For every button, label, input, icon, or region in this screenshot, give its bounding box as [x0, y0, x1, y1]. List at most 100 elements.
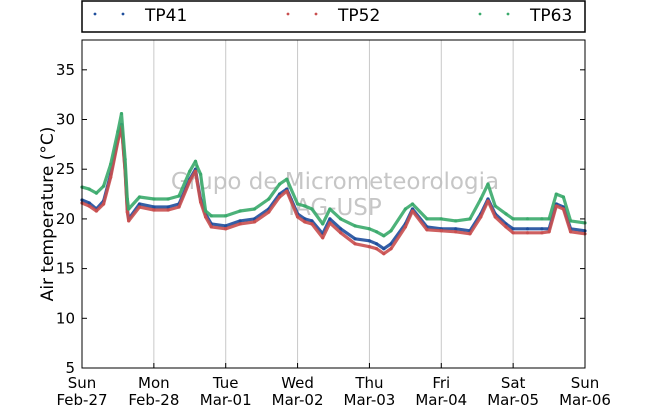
legend-marker	[506, 12, 510, 16]
data-point	[540, 227, 544, 231]
data-point	[296, 202, 300, 206]
x-tick-label-day: Mon	[138, 374, 170, 392]
data-point	[382, 252, 386, 256]
data-point	[468, 217, 472, 221]
y-tick-label: 35	[56, 61, 75, 79]
data-point	[152, 205, 156, 209]
legend-marker	[286, 12, 290, 16]
data-point	[116, 129, 120, 133]
y-tick-label: 10	[56, 309, 75, 327]
legend-box	[81, 0, 586, 33]
data-point	[278, 195, 282, 199]
data-point	[137, 202, 142, 206]
data-point	[209, 214, 213, 218]
x-tick-label-date: Mar-02	[272, 391, 324, 409]
data-point	[511, 231, 515, 235]
data-point	[303, 220, 307, 224]
data-point	[224, 227, 228, 231]
data-point	[188, 179, 192, 183]
x-tick-label-date: Mar-05	[487, 391, 539, 409]
data-point	[554, 204, 558, 208]
data-point	[479, 197, 483, 201]
legend: TP41 TP52 TP63	[81, 0, 586, 33]
data-point	[127, 219, 131, 223]
data-point	[224, 224, 228, 228]
data-point	[375, 242, 379, 246]
data-point	[425, 217, 429, 221]
x-tick-label-day: Sat	[501, 374, 526, 392]
watermark: Grupo de Micrometeorologia IAG-USP	[171, 169, 499, 221]
legend-marker	[478, 12, 482, 16]
data-point	[152, 208, 156, 212]
data-point	[328, 207, 332, 211]
data-point	[328, 221, 332, 225]
data-point	[525, 231, 530, 235]
x-tick-label-day: Wed	[281, 374, 314, 392]
data-point	[540, 231, 544, 235]
data-point	[278, 182, 282, 186]
data-point	[486, 182, 490, 186]
legend-label-tp52: TP52	[337, 6, 380, 26]
data-point	[285, 177, 289, 181]
data-point	[303, 204, 307, 208]
data-point	[199, 172, 203, 176]
data-point	[94, 209, 98, 213]
data-point	[204, 215, 208, 219]
y-tick-label: 25	[56, 160, 75, 178]
data-point	[389, 229, 393, 233]
data-point	[504, 212, 508, 216]
data-point	[238, 209, 242, 213]
x-tick-label-date: Feb-28	[128, 391, 179, 409]
data-point	[102, 202, 106, 206]
data-point	[252, 220, 257, 224]
data-point	[127, 207, 131, 211]
data-point	[403, 225, 407, 229]
data-point	[166, 205, 170, 209]
data-point	[561, 195, 566, 199]
data-point	[123, 157, 127, 161]
x-tick-label-day: Fri	[432, 374, 450, 392]
x-axis: SunFeb-27MonFeb-28TueMar-01WedMar-02ThuM…	[56, 363, 611, 409]
data-point	[125, 197, 129, 201]
data-point	[87, 201, 91, 205]
legend-marker	[93, 12, 97, 16]
data-point	[439, 229, 443, 233]
x-tick-label-date: Mar-01	[200, 391, 252, 409]
legend-marker	[314, 12, 318, 16]
legend-label-tp41: TP41	[144, 6, 187, 26]
data-point	[389, 247, 393, 251]
data-point	[410, 209, 415, 213]
y-tick-label: 30	[56, 111, 75, 129]
data-point	[252, 207, 257, 211]
data-point	[321, 222, 325, 226]
data-point	[504, 225, 508, 229]
data-point	[367, 239, 371, 243]
x-tick-label-date: Feb-27	[56, 391, 107, 409]
legend-marker	[121, 12, 125, 16]
series-tp63	[80, 112, 587, 238]
data-point	[328, 217, 332, 221]
y-tick-label: 15	[56, 260, 75, 278]
data-point	[382, 247, 386, 251]
data-point	[540, 217, 544, 221]
data-point	[125, 210, 129, 214]
y-tick-label: 5	[65, 359, 75, 377]
data-point	[367, 245, 371, 249]
data-point	[479, 215, 483, 219]
data-point	[403, 207, 407, 211]
data-point	[339, 217, 343, 221]
data-point	[321, 236, 325, 240]
series-layer	[80, 112, 587, 256]
data-point	[353, 242, 357, 246]
y-axis-label: Air temperature (°C)	[38, 127, 58, 302]
data-point	[188, 169, 192, 173]
data-point	[87, 187, 91, 191]
data-point	[468, 232, 472, 236]
legend-label-tp63: TP63	[529, 6, 572, 26]
data-point	[285, 189, 289, 193]
data-point	[119, 112, 124, 116]
data-point	[454, 230, 458, 234]
data-point	[569, 230, 573, 234]
data-point	[166, 208, 170, 212]
